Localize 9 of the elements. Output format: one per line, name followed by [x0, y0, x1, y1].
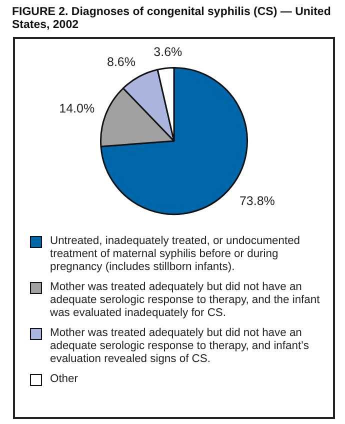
- chart-title: FIGURE 2. Diagnoses of congenital syphilis (CS) — United States, 2002: [12, 6, 332, 32]
- data-label: 73.8%: [239, 194, 275, 208]
- data-label: 14.0%: [59, 102, 95, 116]
- legend-label: Mother was treated adequately but did not have an adequate serologic response to therapy, and the infant was evaluated inadequately for CS.: [50, 281, 321, 320]
- legend-label: Mother was treated adequately but did not have an adequate serologic response to therapy, and infant’s evaluation revealed signs of CS.: [50, 327, 310, 366]
- legend-label: Untreated, inadequately treated, or undocumented treatment of maternal syphilis before or during pregnancy (includes stillborn infants).: [50, 235, 302, 274]
- data-label: 3.6%: [154, 44, 182, 59]
- legend-label: Other: [50, 373, 78, 386]
- data-label: 8.6%: [106, 54, 136, 69]
